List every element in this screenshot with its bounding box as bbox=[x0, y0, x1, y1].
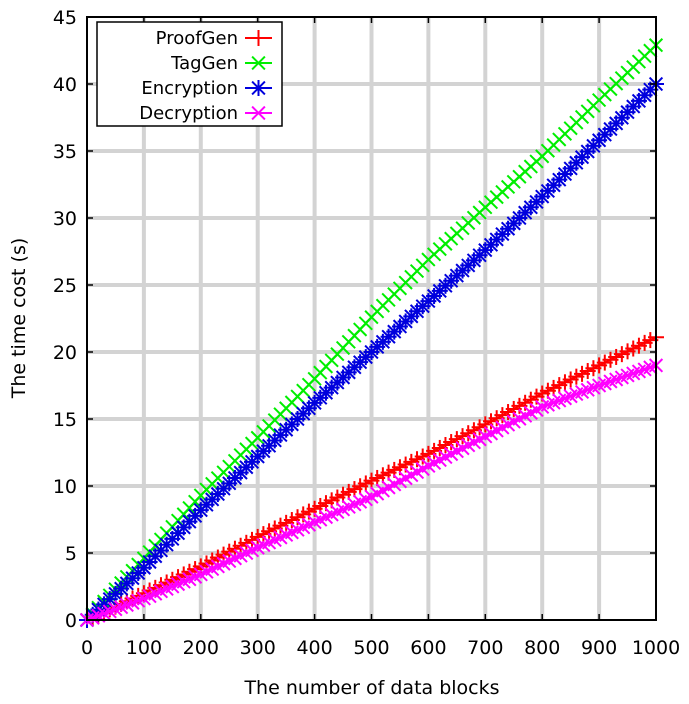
y-axis-title: The time cost (s) bbox=[8, 238, 30, 400]
y-tick-label: 5 bbox=[65, 543, 77, 565]
x-tick-label: 1000 bbox=[632, 637, 680, 659]
y-tick-label: 45 bbox=[53, 7, 77, 29]
legend-label: Decryption bbox=[139, 103, 238, 124]
legend-label: ProofGen bbox=[156, 28, 238, 49]
x-tick-label: 300 bbox=[240, 637, 276, 659]
series-encryption bbox=[79, 76, 664, 628]
x-axis-title: The number of data blocks bbox=[243, 677, 499, 699]
x-axis-ticks: 0 100 200 300 400 500 600 700 800 900 1000 bbox=[81, 17, 680, 659]
series-decryption bbox=[79, 358, 664, 628]
legend-item-taggen: TagGen bbox=[170, 53, 272, 74]
y-axis-ticks: 0 5 10 15 20 25 30 35 40 45 bbox=[53, 7, 656, 632]
x-tick-label: 600 bbox=[410, 637, 446, 659]
x-tick-label: 400 bbox=[296, 637, 332, 659]
y-tick-label: 35 bbox=[53, 141, 77, 163]
x-tick-label: 0 bbox=[81, 637, 93, 659]
y-tick-label: 10 bbox=[53, 476, 77, 498]
legend-label: TagGen bbox=[170, 53, 238, 74]
y-tick-label: 30 bbox=[53, 208, 77, 230]
x-tick-label: 800 bbox=[524, 637, 560, 659]
x-tick-label: 900 bbox=[581, 637, 617, 659]
y-tick-label: 15 bbox=[53, 409, 77, 431]
legend: ProofGen TagGen Encryption Decryption bbox=[96, 21, 283, 127]
legend-label: Encryption bbox=[141, 78, 238, 99]
y-tick-label: 0 bbox=[65, 610, 77, 632]
legend-item-encryption: Encryption bbox=[141, 78, 272, 99]
y-tick-label: 40 bbox=[53, 74, 77, 96]
y-tick-label: 20 bbox=[53, 342, 77, 364]
legend-box bbox=[96, 21, 283, 127]
x-tick-label: 100 bbox=[126, 637, 162, 659]
x-tick-label: 200 bbox=[183, 637, 219, 659]
legend-item-decryption: Decryption bbox=[139, 103, 272, 124]
series-layer bbox=[79, 38, 664, 628]
x-tick-label: 700 bbox=[467, 637, 503, 659]
legend-item-proofgen: ProofGen bbox=[156, 28, 272, 49]
x-tick-label: 500 bbox=[353, 637, 389, 659]
y-tick-label: 25 bbox=[53, 275, 77, 297]
